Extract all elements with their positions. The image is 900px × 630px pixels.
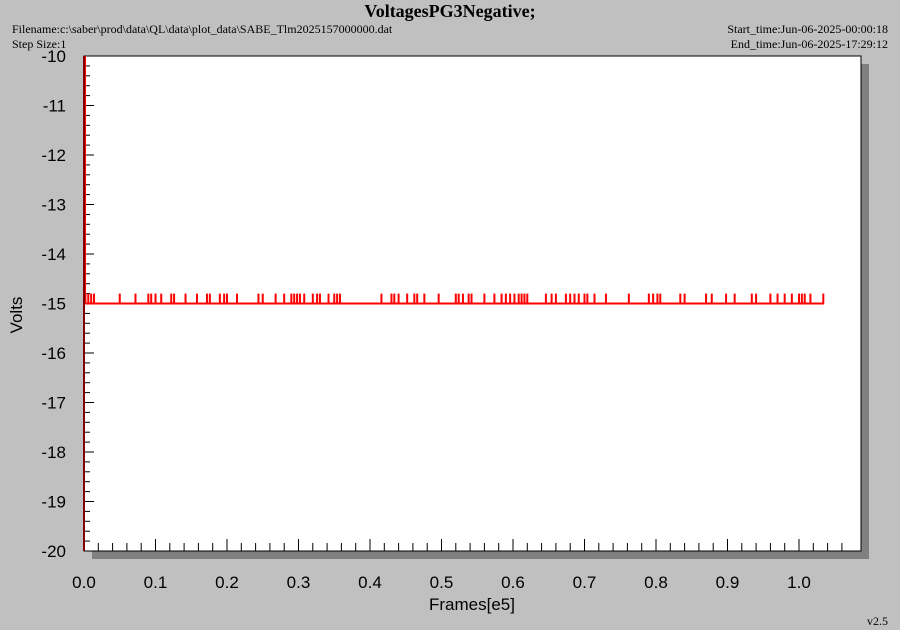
x-axis-title: Frames[e5]	[429, 595, 515, 614]
x-tick-label: 0.4	[358, 573, 382, 592]
y-tick-label: -19	[41, 493, 66, 512]
series-group	[84, 56, 825, 305]
y-tick-label: -10	[41, 47, 66, 66]
x-tick-label: 0.7	[573, 573, 597, 592]
x-tick-label: 0.8	[644, 573, 668, 592]
x-tick-label: 0.9	[716, 573, 740, 592]
start-time-label: Start_time:Jun-06-2025-00:00:18	[727, 22, 888, 36]
y-tick-label: -15	[41, 295, 66, 314]
x-tick-label: 0.3	[287, 573, 311, 592]
y-tick-label: -12	[41, 146, 66, 165]
y-tick-label: -11	[43, 97, 66, 116]
y-tick-label: -18	[41, 443, 66, 462]
y-axis-ticks: -10 -11 -12 -13 -14 -15 -16 -17 -18 -19 -20	[41, 47, 94, 561]
y-tick-label: -16	[41, 344, 66, 363]
x-axis-ticks: 0.0 0.1 0.2 0.3 0.4 0.5 0.6 0.7 0.8 0.9 1.0	[72, 539, 843, 592]
x-tick-label: 0.1	[144, 573, 168, 592]
x-tick-label: 0.0	[72, 573, 96, 592]
y-tick-label: -13	[41, 196, 66, 215]
x-tick-label: 0.2	[215, 573, 239, 592]
y-tick-label: -14	[41, 245, 66, 264]
end-time-label: End_time:Jun-06-2025-17:29:12	[730, 37, 888, 51]
x-tick-label: 0.5	[430, 573, 454, 592]
step-size-label: Step Size:1	[12, 37, 67, 51]
x-tick-label: 0.6	[501, 573, 525, 592]
chart-title: VoltagesPG3Negative;	[364, 1, 536, 21]
version-label: v2.5	[867, 614, 888, 628]
y-tick-label: -20	[41, 542, 66, 561]
y-axis-title: Volts	[7, 297, 26, 334]
y-tick-label: -17	[41, 394, 66, 413]
filename-label: Filename:c:\saber\prod\data\QL\data\plot…	[12, 22, 393, 36]
x-tick-label: 1.0	[787, 573, 811, 592]
